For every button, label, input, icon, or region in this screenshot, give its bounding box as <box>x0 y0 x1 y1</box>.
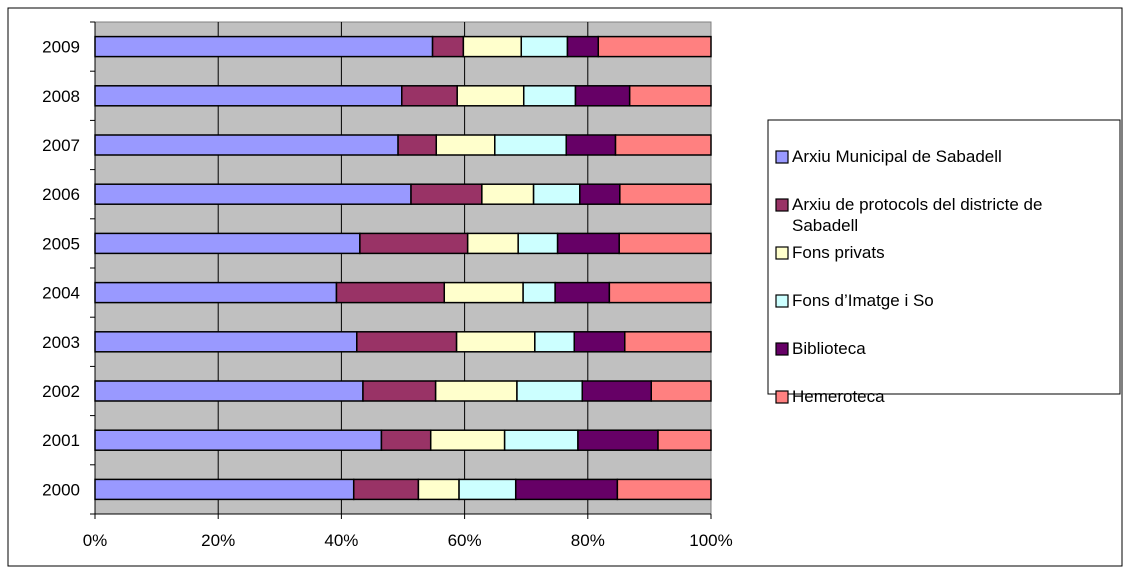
bar-segment <box>456 85 525 107</box>
bar-segment <box>362 380 437 402</box>
legend-label: Fons privats <box>792 243 885 262</box>
bar-segment <box>401 85 458 107</box>
bar-segment <box>94 380 364 402</box>
bar-segment <box>577 429 659 451</box>
x-tick-label: 0% <box>83 531 108 550</box>
bar-segment <box>573 331 626 353</box>
bar-segment <box>356 331 458 353</box>
bar-segment <box>94 183 412 205</box>
legend-swatch <box>775 294 789 308</box>
legend-label: Arxiu Municipal de Sabadell <box>792 147 1002 166</box>
bar-segment <box>520 35 569 58</box>
bar-segment <box>522 281 556 304</box>
x-tick-label: 100% <box>689 531 732 550</box>
bar-segment <box>581 380 652 402</box>
bar-segment <box>94 85 403 107</box>
bar-segment <box>597 35 712 58</box>
bar-segment <box>566 35 600 58</box>
legend-swatch <box>775 198 789 212</box>
bars <box>94 35 712 501</box>
axes <box>90 21 712 519</box>
bar-segment <box>335 281 446 304</box>
bar-segment <box>94 281 338 304</box>
bar-segment <box>359 232 469 255</box>
bar-segment <box>619 183 712 205</box>
bar-segment <box>431 35 465 58</box>
bar-segment <box>397 134 438 156</box>
y-tick-label: 2005 <box>42 234 80 253</box>
legend-label: Fons d’Imatge i So <box>792 291 934 310</box>
x-tick-label: 20% <box>201 531 235 550</box>
bar-segment <box>554 281 611 304</box>
legend-swatch <box>775 390 789 404</box>
bar-segment <box>94 35 434 58</box>
bar-segment <box>650 380 712 402</box>
y-tick-label: 2004 <box>42 284 80 303</box>
bar-segment <box>443 281 524 304</box>
bar-segment <box>458 478 517 501</box>
bar-segment <box>462 35 523 58</box>
bar-segment <box>574 85 631 107</box>
legend-swatch <box>775 150 789 164</box>
y-tick-label: 2000 <box>42 480 80 499</box>
bar-segment <box>435 134 496 156</box>
y-tick-label: 2006 <box>42 185 80 204</box>
legend-swatch <box>775 342 789 356</box>
bar-segment <box>94 478 355 501</box>
bar-segment <box>94 232 361 255</box>
bar-segment <box>532 183 581 205</box>
bar-segment <box>503 429 579 451</box>
bar-segment <box>522 85 577 107</box>
bar-segment <box>410 183 483 205</box>
bar-segment <box>455 331 536 353</box>
bar-segment <box>579 183 621 205</box>
bar-segment <box>534 331 575 353</box>
bar-segment <box>516 380 584 402</box>
x-tick-label: 80% <box>571 531 605 550</box>
bar-segment <box>565 134 617 156</box>
bar-segment <box>616 478 712 501</box>
y-tick-label: 2008 <box>42 87 80 106</box>
bar-segment <box>94 134 399 156</box>
legend-box <box>767 119 1121 395</box>
legend-label: Arxiu de protocols del districte de Sabad… <box>792 195 1042 235</box>
bar-segment <box>618 232 712 255</box>
bar-segment <box>94 429 383 451</box>
y-tick-label: 2002 <box>42 382 80 401</box>
legend-label: Biblioteca <box>792 339 866 358</box>
y-tick-label: 2001 <box>42 431 80 450</box>
bar-segment <box>380 429 432 451</box>
legend-label: Hemeroteca <box>792 387 885 406</box>
bar-segment <box>517 232 559 255</box>
bar-segment <box>466 232 519 255</box>
bar-segment <box>417 478 460 501</box>
y-axis-labels: 2000 2001 2002 2003 2004 2005 2006 2007 2008 2009 <box>42 38 80 500</box>
bar-segment <box>434 380 518 402</box>
bar-segment <box>352 478 420 501</box>
y-tick-label: 2003 <box>42 333 80 352</box>
bar-segment <box>624 331 712 353</box>
y-tick-label: 2007 <box>42 136 80 155</box>
bar-segment <box>494 134 567 156</box>
y-tick-label: 2009 <box>42 38 80 57</box>
legend-swatch <box>775 246 789 260</box>
bar-segment <box>481 183 535 205</box>
x-tick-label: 40% <box>324 531 358 550</box>
bar-segment <box>514 478 619 501</box>
legend: Arxiu Municipal de Sabadell Arxiu de prot… <box>767 119 1121 406</box>
bar-segment <box>556 232 620 255</box>
bar-segment <box>628 85 712 107</box>
bar-segment <box>94 331 358 353</box>
bar-segment <box>429 429 506 451</box>
x-tick-label: 60% <box>448 531 482 550</box>
bar-segment <box>614 134 712 156</box>
bar-segment <box>657 429 712 451</box>
bar-segment <box>608 281 712 304</box>
x-axis-labels: 0% 20% 40% 60% 80% 100% <box>83 531 733 550</box>
